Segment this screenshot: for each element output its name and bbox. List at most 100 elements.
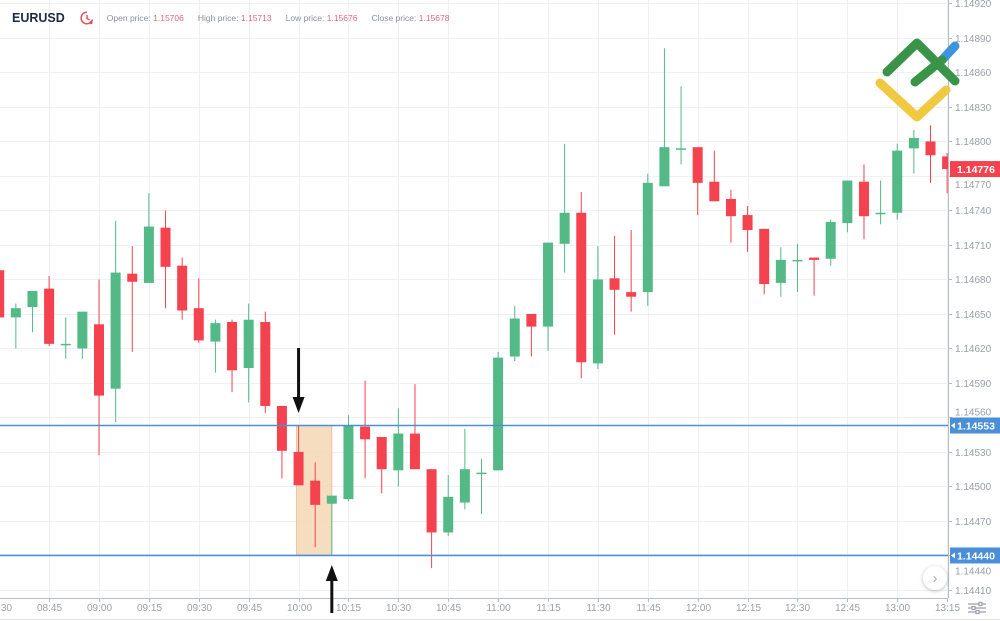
- y-tick-label: 1.14770: [955, 180, 992, 191]
- x-axis[interactable]: 08:30 08:45 09:00 09:15 09:30 09:45 10:00 10:15…: [0, 598, 960, 614]
- candle[interactable]: [127, 246, 138, 352]
- candle[interactable]: [44, 276, 55, 347]
- candle[interactable]: [543, 242, 554, 351]
- candle[interactable]: [409, 384, 420, 470]
- candle[interactable]: [476, 458, 487, 515]
- candle[interactable]: [360, 380, 371, 479]
- candle[interactable]: [559, 143, 570, 273]
- candle-body: [493, 357, 504, 471]
- candle[interactable]: [10, 303, 21, 349]
- clock-icon[interactable]: [79, 10, 95, 26]
- candle-body: [709, 181, 720, 202]
- candle[interactable]: [293, 425, 304, 486]
- candle[interactable]: [842, 180, 853, 233]
- low-price: Low price: 1.15676: [286, 13, 358, 23]
- y-tick-label: 1.14560: [955, 408, 992, 419]
- candle-body: [376, 437, 387, 470]
- x-tick-label: 09:15: [137, 603, 162, 614]
- candle[interactable]: [243, 303, 254, 403]
- candle-body: [559, 212, 570, 244]
- candle[interactable]: [376, 437, 387, 494]
- candle-body: [243, 319, 254, 368]
- candle[interactable]: [526, 313, 537, 357]
- candle[interactable]: [143, 193, 154, 283]
- candle[interactable]: [592, 246, 603, 370]
- candle[interactable]: [942, 152, 952, 194]
- candle-body: [459, 469, 470, 503]
- brand-logo: [875, 38, 960, 122]
- candle[interactable]: [509, 305, 520, 362]
- candle-body: [509, 318, 520, 357]
- candle[interactable]: [493, 351, 504, 471]
- candle[interactable]: [443, 474, 454, 536]
- candle[interactable]: [459, 428, 470, 510]
- candle[interactable]: [626, 230, 637, 312]
- candle[interactable]: [925, 125, 936, 183]
- candle[interactable]: [725, 189, 736, 243]
- candle[interactable]: [260, 311, 271, 413]
- y-tick-label: 1.14470: [955, 517, 992, 528]
- candle-body: [759, 228, 770, 285]
- candle[interactable]: [875, 180, 886, 225]
- arrow-down-icon: [292, 397, 305, 413]
- candle[interactable]: [892, 143, 903, 220]
- level-price-label: 1.14553: [957, 421, 995, 433]
- candle[interactable]: [825, 219, 836, 266]
- candle[interactable]: [759, 228, 770, 295]
- x-tick-label: 10:00: [287, 603, 312, 614]
- scroll-to-latest-button[interactable]: ›: [923, 566, 947, 590]
- y-tick-label: 1.14740: [955, 206, 992, 217]
- candle[interactable]: [642, 173, 653, 306]
- candle[interactable]: [210, 319, 221, 373]
- candle[interactable]: [692, 147, 703, 216]
- candle[interactable]: [276, 405, 287, 479]
- y-tick-label: 1.14590: [955, 379, 992, 390]
- x-tick-label: 10:30: [386, 603, 411, 614]
- candle[interactable]: [858, 164, 869, 240]
- candle-body: [725, 198, 736, 217]
- candle[interactable]: [0, 268, 5, 320]
- symbol-label[interactable]: EURUSD: [12, 11, 65, 25]
- candle-body: [842, 180, 853, 224]
- candle[interactable]: [193, 278, 204, 343]
- candle-body: [143, 226, 154, 283]
- candle[interactable]: [177, 257, 188, 320]
- candle-body: [160, 227, 171, 267]
- candle[interactable]: [709, 150, 720, 202]
- candle[interactable]: [60, 317, 71, 359]
- candle[interactable]: [676, 86, 687, 165]
- candle[interactable]: [326, 495, 337, 556]
- candle[interactable]: [792, 243, 803, 293]
- candle[interactable]: [227, 319, 238, 393]
- candle[interactable]: [426, 469, 437, 569]
- candle[interactable]: [908, 129, 919, 174]
- candle[interactable]: [110, 220, 121, 423]
- settings-sliders-icon[interactable]: [967, 600, 987, 616]
- candle[interactable]: [775, 247, 786, 297]
- low-price-label: Low price:: [285, 13, 325, 23]
- chart-header: EURUSD Open price: 1.15706 High price: 1…: [12, 10, 463, 26]
- candle[interactable]: [94, 279, 104, 456]
- level-pointer-icon: [951, 552, 955, 559]
- candle[interactable]: [77, 311, 88, 359]
- candle[interactable]: [310, 462, 321, 548]
- candle[interactable]: [742, 205, 753, 252]
- candle[interactable]: [27, 290, 38, 333]
- candle[interactable]: [160, 210, 171, 309]
- candle[interactable]: [659, 48, 670, 187]
- candle[interactable]: [393, 408, 404, 487]
- candle-body: [10, 308, 21, 318]
- x-tick-label: 13:00: [885, 603, 910, 614]
- candle[interactable]: [609, 235, 620, 335]
- y-axis[interactable]: 1.14410 1.14440 1.14470 1.14500 1.14530 1.145…: [948, 0, 992, 597]
- candle-body: [592, 279, 603, 364]
- x-tick-label: 12:30: [785, 603, 810, 614]
- candle[interactable]: [809, 257, 820, 296]
- current-price-label-bg: [950, 161, 1000, 178]
- x-tick-label: 10:15: [336, 603, 361, 614]
- plot-area[interactable]: [0, 48, 952, 569]
- candle[interactable]: [576, 192, 587, 379]
- candle[interactable]: [343, 415, 354, 502]
- x-tick-label: 11:30: [586, 603, 611, 614]
